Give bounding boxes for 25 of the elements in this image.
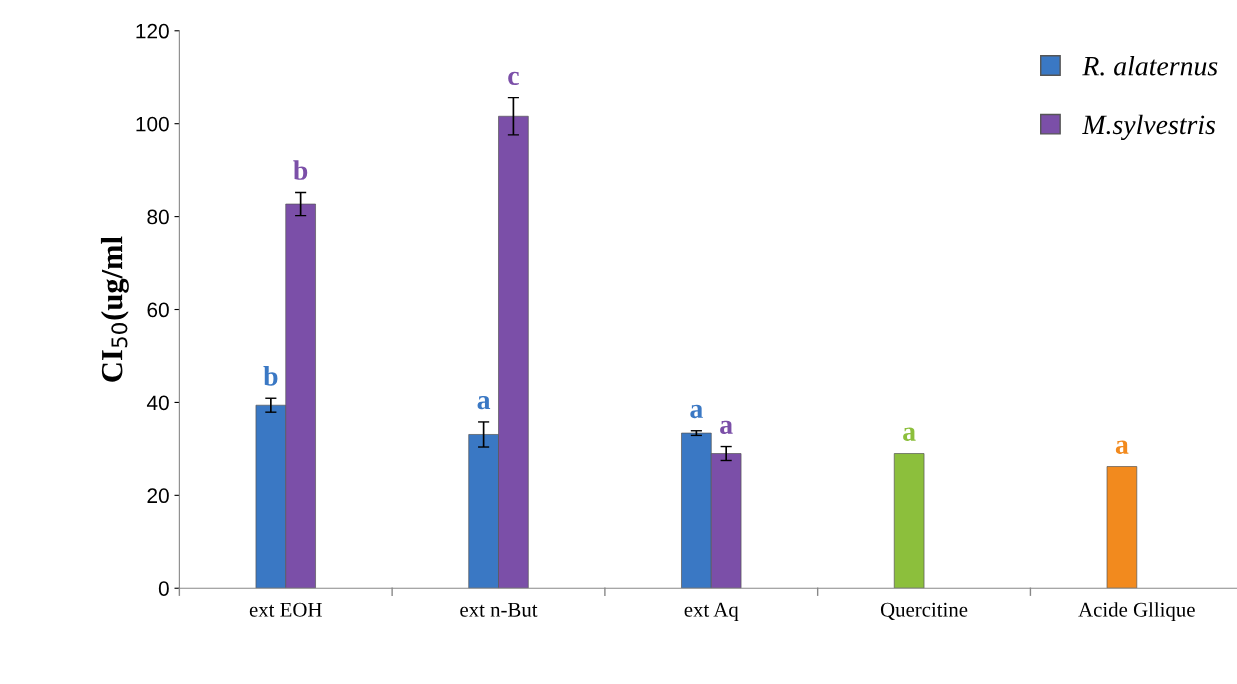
bar	[1106, 466, 1138, 589]
data-label: c	[508, 71, 519, 86]
y-tick-label: 100	[136, 116, 169, 132]
y-tick-label: 20	[147, 488, 169, 504]
data-label: a	[903, 427, 916, 441]
x-tick-label: ext EOH	[249, 602, 322, 617]
y-tick-label: 120	[136, 23, 169, 39]
y-tick-label: 60	[147, 302, 169, 318]
data-label: a	[477, 396, 491, 410]
data-label: a	[1115, 440, 1129, 454]
data-label: b	[263, 366, 278, 386]
data-label: a	[690, 404, 703, 419]
y-tick-label: 80	[147, 209, 169, 225]
x-tick-label: Acide Gllique	[1078, 602, 1195, 622]
x-tick-label: Quercitine	[880, 602, 968, 620]
x-tick-label: ext n-But	[460, 602, 538, 617]
x-tick-label: ext Aq	[684, 602, 739, 622]
legend-label: R. alaternus	[1082, 55, 1218, 76]
y-tick-label: 0	[158, 581, 169, 596]
y-axis-title: CI$_{50}$(ug/ml	[100, 236, 129, 382]
bar	[893, 453, 925, 589]
data-label: b	[293, 160, 308, 180]
y-tick-label: 40	[146, 395, 169, 411]
data-label: a	[720, 420, 733, 434]
legend-label: M.sylvestris	[1082, 114, 1216, 140]
